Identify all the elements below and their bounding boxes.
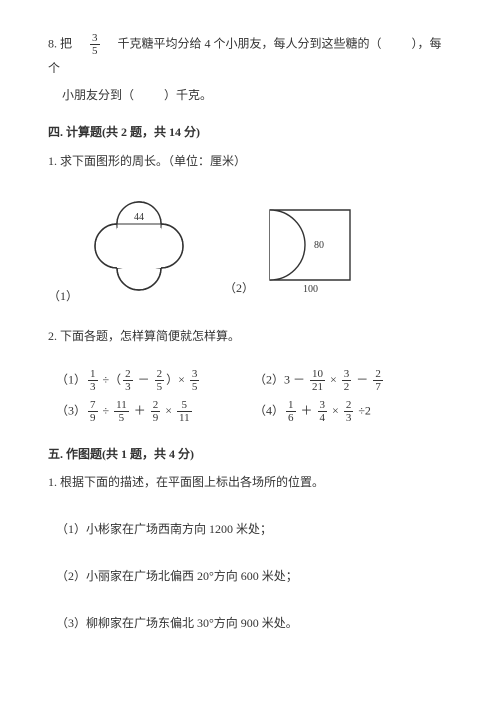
op: × <box>162 404 175 418</box>
d: 3 <box>88 381 98 393</box>
n: 5 <box>177 399 192 412</box>
sec4-q2: 2. 下面各题，怎样算简便就怎样算。 <box>48 325 452 348</box>
frac-num: 3 <box>90 32 100 45</box>
n: 1 <box>286 399 296 412</box>
d: 9 <box>88 412 98 424</box>
eq4-p1: （4） <box>254 404 284 418</box>
d: 6 <box>286 412 296 424</box>
sec5-sub3: （3）柳柳家在广场东偏北 30°方向 900 米处。 <box>48 612 452 635</box>
n: 2 <box>155 368 165 381</box>
d: 5 <box>155 381 165 393</box>
q8-mid1: 千克糖平均分给 4 个小朋友，每人分到这些糖的（ <box>118 36 382 50</box>
n: 3 <box>342 368 352 381</box>
n: 3 <box>190 368 200 381</box>
frac: 1021 <box>310 368 325 393</box>
d: 3 <box>123 381 133 393</box>
eq-row-1: （1）13 ÷（23 － 25）× 35 （2）3 － 1021 × 32 － … <box>48 368 452 393</box>
center-fill <box>117 224 161 268</box>
sec5-sub2: （2）小丽家在广场北偏西 20°方向 600 米处； <box>48 565 452 588</box>
sec5-q1: 1. 根据下面的描述，在平面图上标出各场所的位置。 <box>48 471 452 494</box>
n: 2 <box>373 368 383 381</box>
op: ÷（ <box>100 373 122 387</box>
q8-fraction: 3 5 <box>90 32 100 57</box>
d: 9 <box>151 412 161 424</box>
d: 7 <box>373 381 383 393</box>
sec5-sub1: （1）小彬家在广场西南方向 1200 米处； <box>48 518 452 541</box>
frac: 25 <box>155 368 165 393</box>
op: － <box>135 373 153 387</box>
op: × <box>329 404 342 418</box>
eq1-p1: （1） <box>56 373 86 387</box>
figure1-svg: 44 <box>84 192 194 307</box>
op: ＋ <box>131 404 149 418</box>
n: 2 <box>123 368 133 381</box>
q8-line1: 8. 把 3 5 千克糖平均分给 4 个小朋友，每人分到这些糖的（ ），每个 <box>48 32 452 80</box>
fig2-dim80: 80 <box>314 240 324 251</box>
n: 10 <box>310 368 325 381</box>
n: 2 <box>151 399 161 412</box>
page-content: 8. 把 3 5 千克糖平均分给 4 个小朋友，每人分到这些糖的（ ），每个 小… <box>48 32 452 635</box>
frac-den: 5 <box>90 45 100 57</box>
eq4: （4）16 ＋ 34 × 23 ÷2 <box>254 399 452 424</box>
eq2: （2）3 － 1021 × 32 － 27 <box>254 368 452 393</box>
frac: 23 <box>344 399 354 424</box>
frac: 34 <box>318 399 328 424</box>
frac: 16 <box>286 399 296 424</box>
n: 2 <box>344 399 354 412</box>
q8-blank2 <box>137 88 161 102</box>
frac: 32 <box>342 368 352 393</box>
op: ＋ <box>298 404 316 418</box>
n: 7 <box>88 399 98 412</box>
op: ÷ <box>100 404 113 418</box>
d: 2 <box>342 381 352 393</box>
fig1-label: （1） <box>48 285 78 308</box>
q8-prefix: 8. 把 <box>48 36 72 50</box>
gap <box>48 352 452 362</box>
frac: 29 <box>151 399 161 424</box>
d: 5 <box>190 381 200 393</box>
section5-header: 五. 作图题(共 1 题，共 4 分) <box>48 443 452 466</box>
eq-row-2: （3）79 ÷ 115 ＋ 29 × 511 （4）16 ＋ 34 × 23 ÷… <box>48 399 452 424</box>
op: × <box>327 373 340 387</box>
frac: 13 <box>88 368 98 393</box>
eq3-p1: （3） <box>56 404 86 418</box>
q8-line2a: 小朋友分到（ <box>62 88 134 102</box>
op: ÷2 <box>355 404 371 418</box>
figure1-group: （1） 44 <box>48 192 194 307</box>
d: 5 <box>114 412 129 424</box>
fig2-label: （2） <box>224 277 254 300</box>
frac: 115 <box>114 399 129 424</box>
n: 1 <box>88 368 98 381</box>
section4-header: 四. 计算题(共 2 题，共 14 分) <box>48 121 452 144</box>
frac: 511 <box>177 399 192 424</box>
d: 11 <box>177 412 192 424</box>
q8-line2: 小朋友分到（ ）千克。 <box>48 84 452 107</box>
op: ）× <box>166 373 188 387</box>
fig1-dim44: 44 <box>134 212 144 223</box>
figure-row: （1） 44 <box>48 192 452 307</box>
q8-line2b: ）千克。 <box>164 88 212 102</box>
sec4-q1: 1. 求下面图形的周长。（单位：厘米） <box>48 150 452 173</box>
frac: 79 <box>88 399 98 424</box>
n: 3 <box>318 399 328 412</box>
frac: 35 <box>190 368 200 393</box>
op: － <box>353 373 371 387</box>
d: 21 <box>310 381 325 393</box>
figure2-group: （2） 80 100 <box>224 200 360 300</box>
d: 3 <box>344 412 354 424</box>
q8-blank1 <box>385 36 409 50</box>
eq1: （1）13 ÷（23 － 25）× 35 <box>56 368 254 393</box>
eq2-p1: （2）3 － <box>254 373 308 387</box>
eq3: （3）79 ÷ 115 ＋ 29 × 511 <box>56 399 254 424</box>
n: 11 <box>114 399 129 412</box>
figure2-svg: 80 100 <box>260 200 360 300</box>
d: 4 <box>318 412 328 424</box>
frac: 27 <box>373 368 383 393</box>
frac: 23 <box>123 368 133 393</box>
fig2-arc <box>270 210 305 280</box>
fig2-dim100: 100 <box>303 284 318 295</box>
